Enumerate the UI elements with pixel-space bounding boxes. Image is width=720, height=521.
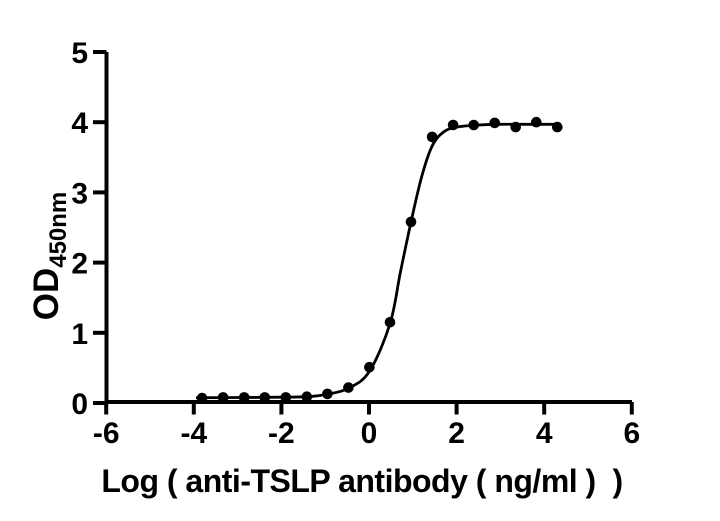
data-point (238, 392, 250, 403)
data-point (531, 116, 542, 128)
data-points (196, 116, 563, 404)
y-axis-title-subscript: 450nm (45, 192, 72, 268)
data-point (217, 392, 229, 403)
data-point (489, 117, 501, 129)
fit-curve (195, 122, 561, 400)
data-point (301, 391, 313, 403)
axis-ticks (93, 50, 634, 415)
data-point (196, 392, 208, 404)
data-point (426, 131, 438, 143)
fit-curve-group (195, 122, 561, 400)
x-tick-label: -4 (180, 417, 207, 450)
y-tick-label: 1 (71, 318, 88, 351)
x-tick-label: -2 (268, 417, 295, 450)
y-tick-label: 4 (71, 107, 88, 140)
y-tick-label: 5 (71, 37, 88, 70)
axis-tick-labels: 0 1 2 3 4 5 -6 -4 -2 0 2 4 6 (71, 37, 640, 450)
x-tick-label: -6 (93, 417, 120, 450)
x-tick-label: 0 (361, 417, 378, 450)
axes (104, 52, 632, 404)
data-point (510, 121, 521, 133)
data-point (343, 382, 354, 393)
data-point (552, 121, 563, 133)
y-tick-label: 0 (71, 388, 88, 421)
data-point (468, 119, 480, 131)
data-point (280, 392, 292, 403)
y-tick-label: 3 (71, 177, 88, 210)
data-point (364, 361, 375, 373)
data-point (447, 119, 459, 131)
y-axis-title-main: OD (27, 268, 66, 321)
data-point (405, 216, 417, 228)
x-tick-label: 2 (448, 417, 465, 450)
y-axis-title: OD450nm (27, 192, 72, 321)
data-point (322, 388, 333, 400)
data-point (384, 317, 396, 328)
y-tick-label: 2 (71, 248, 88, 281)
data-point (259, 392, 271, 403)
x-tick-label: 6 (623, 417, 640, 450)
x-axis-title: Log ( anti-TSLP antibody ( ng/ml ) ) (101, 463, 622, 499)
x-tick-label: 4 (536, 417, 553, 450)
